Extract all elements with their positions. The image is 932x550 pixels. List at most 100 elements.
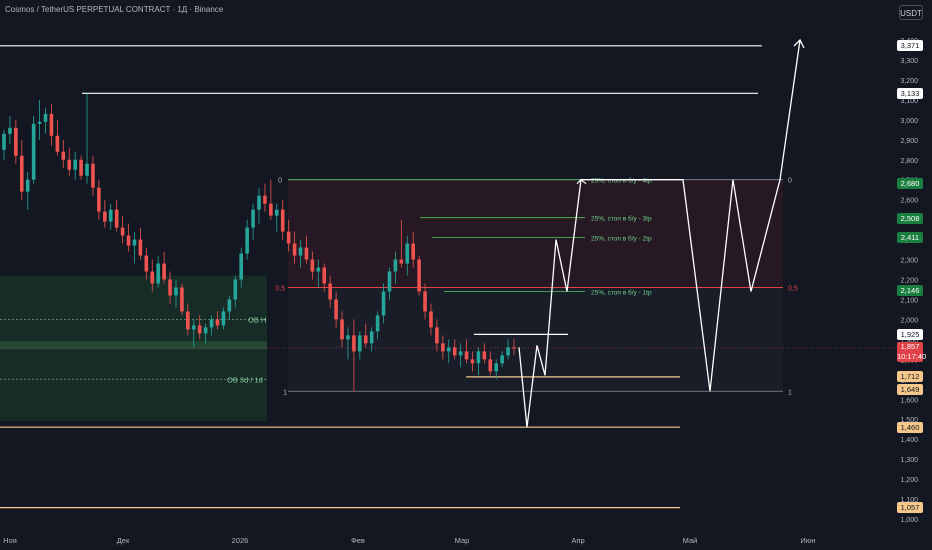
candle-body (363, 335, 368, 344)
candle-body (506, 347, 510, 356)
fib-lower-zone (288, 287, 783, 392)
price-tag: 3,371 (897, 40, 923, 52)
candle-body (174, 287, 178, 296)
y-tick-label: 2,000 (900, 317, 918, 324)
candle-body (209, 319, 214, 328)
candle-body (334, 299, 338, 320)
fib-label-0-right: 0 (788, 178, 792, 185)
candle-body (85, 163, 89, 176)
candle-body (280, 209, 285, 232)
candle-body (114, 209, 119, 228)
y-tick-label: 1,900 (900, 337, 918, 344)
candle-body (25, 179, 30, 192)
candle-body (168, 279, 172, 296)
candle-body (512, 347, 516, 349)
candle-body (304, 247, 309, 260)
candle-body (429, 311, 433, 328)
candle-body (19, 155, 24, 192)
y-tick-label: 1,600 (900, 397, 918, 404)
candle-body (150, 271, 155, 284)
candle-body (358, 335, 362, 352)
countdown-timer: 10:17:40 (897, 351, 927, 361)
candle-body (138, 239, 143, 256)
candle-body (120, 227, 125, 236)
candle-body (79, 159, 83, 176)
price-tag: 1,649 (897, 383, 923, 395)
y-tick-label: 1,400 (900, 437, 918, 444)
candle-body (441, 343, 445, 352)
candle-body (393, 259, 398, 272)
fib-label-1: 1 (283, 389, 287, 396)
y-tick-label: 2,200 (900, 278, 918, 285)
x-tick-label: Фев (351, 536, 365, 545)
candle-body (423, 291, 427, 312)
candle-body (399, 259, 404, 264)
candle-body (162, 263, 166, 280)
y-tick-label: 1,100 (900, 497, 918, 504)
fib-upper-zone (288, 179, 783, 288)
candle-body (97, 187, 101, 212)
candle-body (269, 203, 273, 216)
candle-body (286, 231, 291, 244)
candle-body (14, 127, 18, 156)
fib-label-0: 0 (278, 178, 282, 185)
candle-body (340, 319, 344, 340)
candle-body (257, 195, 261, 210)
candle-body (2, 133, 6, 150)
candle-body (239, 253, 244, 280)
currency-button[interactable]: USDT (899, 5, 923, 20)
candle-body (103, 211, 107, 222)
fib-label-05-right: 0,5 (788, 285, 798, 292)
candle-body (405, 243, 410, 264)
ob-3d-1d-label: OB 3d / 1d (227, 375, 263, 384)
y-tick-label: 2,100 (900, 297, 918, 304)
projection-arrow-head (793, 38, 805, 49)
candle-body (186, 311, 190, 330)
candle-body (494, 363, 499, 372)
price-tag: 1,057 (897, 502, 923, 514)
candle-body (500, 355, 504, 364)
candle-body (458, 351, 463, 356)
candle-body (328, 283, 332, 300)
candle-body (251, 209, 255, 228)
candle-body (49, 113, 54, 136)
price-tag: 3,133 (897, 87, 923, 99)
candle-body (203, 327, 208, 334)
y-tick-label: 2,900 (900, 138, 918, 145)
candle-body (446, 347, 451, 352)
candle-body (488, 359, 493, 372)
candle-body (191, 325, 196, 330)
x-tick-label: Апр (571, 536, 584, 545)
candle-body (31, 123, 36, 180)
candle-body (227, 299, 232, 312)
candle-body (411, 243, 415, 260)
candle-body (417, 259, 421, 292)
y-tick-label: 1,200 (900, 477, 918, 484)
candle-body (73, 159, 77, 170)
candle-body (156, 263, 160, 284)
y-tick-label: 1,500 (900, 417, 918, 424)
chart-title: Cosmos / TetherUS PERPETUAL CONTRACT · 1… (5, 5, 224, 14)
price-tag: 2,146 (897, 284, 923, 296)
candle-body (464, 351, 469, 360)
candle-body (274, 209, 279, 216)
fib-label-1-right: 1 (788, 389, 792, 396)
price-tag: 2,508 (897, 212, 923, 224)
candle-body (233, 279, 238, 300)
ob-h-band (0, 341, 267, 350)
candle-body (476, 351, 481, 364)
target-label: 25%, стоп в б/у - 1tp (591, 288, 652, 296)
candle-body (215, 319, 220, 326)
candle-body (197, 325, 202, 334)
candle-body (43, 113, 48, 122)
candle-body (387, 271, 392, 292)
candle-body (435, 327, 439, 344)
candle-body (369, 331, 374, 344)
candle-body (298, 247, 303, 256)
y-tick-label: 3,100 (900, 98, 918, 105)
candle-body (310, 259, 315, 272)
candle-body (322, 267, 327, 284)
y-tick-label: 2,300 (900, 258, 918, 265)
x-tick-label: 2026 (232, 536, 249, 545)
